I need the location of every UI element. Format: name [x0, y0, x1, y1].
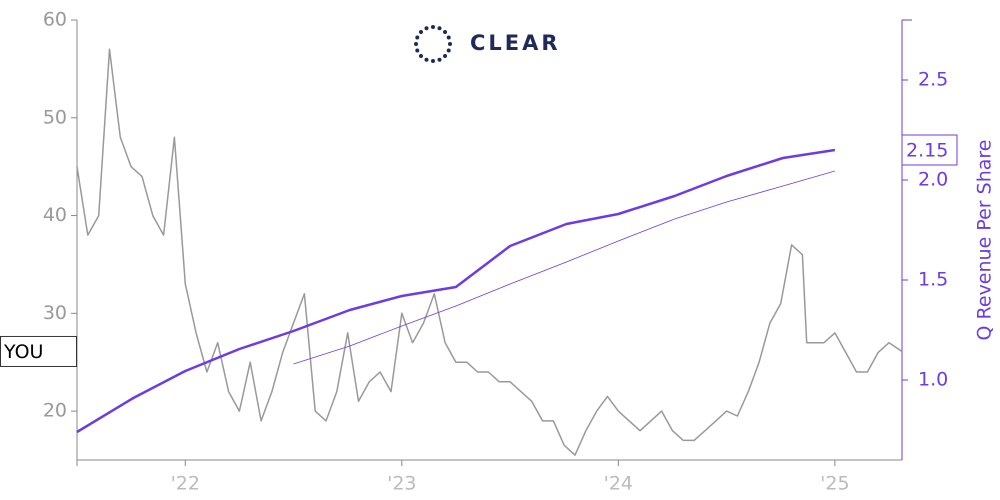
logo-dot [443, 54, 448, 59]
logo-dot [418, 29, 423, 34]
x-tick-label: '25 [820, 473, 849, 495]
logo-dot [443, 29, 448, 34]
logo [414, 25, 452, 63]
price-marker [0, 335, 77, 367]
logo-dot [424, 57, 429, 62]
price-marker-label: YOU [3, 341, 43, 363]
logo-dot [415, 35, 420, 40]
y2-tick-label: 2.5 [918, 69, 948, 91]
logo-dot [415, 48, 420, 53]
logo-dot [424, 26, 429, 31]
logo-dot [446, 48, 451, 53]
logo-dot [418, 54, 423, 59]
series-line [76, 48, 903, 456]
y-tick-label: 30 [43, 302, 67, 324]
y2-tick-label: 2.0 [918, 169, 948, 191]
series-line [293, 170, 836, 365]
y2-axis-label: Q Revenue Per Share [974, 140, 996, 341]
x-tick-label: '22 [171, 473, 200, 495]
y-tick-label: 20 [43, 400, 67, 422]
logo-text: CLEAR [470, 31, 561, 55]
x-tick-label: '23 [387, 473, 416, 495]
x-tick-label: '24 [604, 473, 633, 495]
series-line [76, 148, 836, 434]
revenue-marker [901, 134, 958, 166]
revenue-marker-label: 2.15 [906, 140, 948, 162]
logo-dot [437, 57, 442, 62]
y2-tick-label: 1.0 [918, 369, 948, 391]
logo-dot [431, 25, 435, 29]
y-tick-label: 60 [43, 9, 67, 31]
logo-dot [414, 42, 418, 46]
y-tick-label: 40 [43, 204, 67, 226]
logo-dot [431, 59, 435, 63]
logo-dot [437, 26, 442, 31]
y2-tick-label: 1.5 [918, 269, 948, 291]
y-tick-label: 50 [43, 106, 67, 128]
logo-dot [448, 42, 452, 46]
logo-dot [446, 35, 451, 40]
